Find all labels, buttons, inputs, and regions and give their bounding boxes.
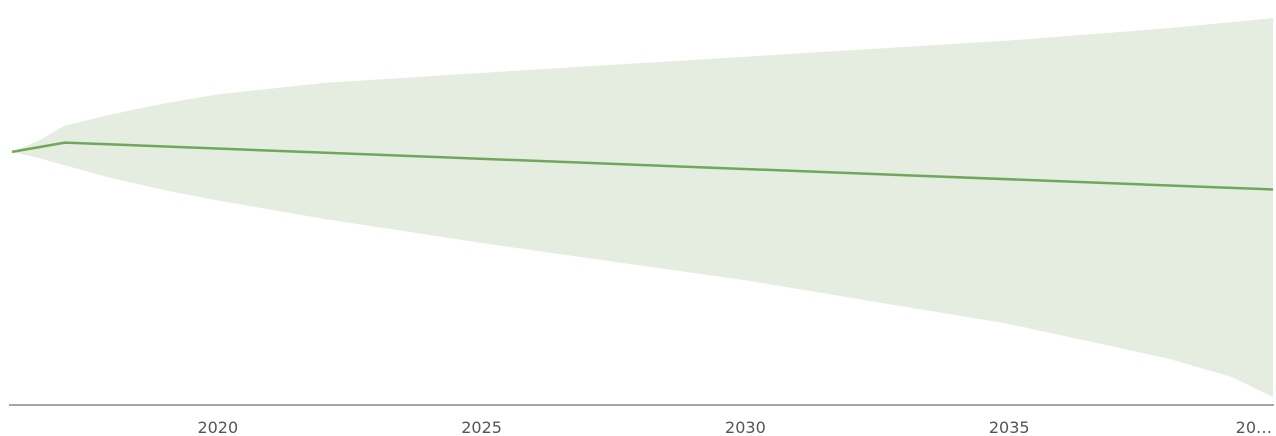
confidence-band-layer [12,18,1273,397]
x-tick-label: 2020 [197,418,238,436]
x-tick-label: 20… [1236,418,1272,436]
x-tick-label: 2035 [989,418,1030,436]
forecast-line-layer [11,141,1274,191]
x-tick-label: 2025 [461,418,502,436]
x-tick-label: 2030 [725,418,766,436]
forecast-line [11,141,1274,191]
x-axis: 2020 2025 2030 2035 20… [9,404,1274,436]
confidence-band [12,18,1273,397]
